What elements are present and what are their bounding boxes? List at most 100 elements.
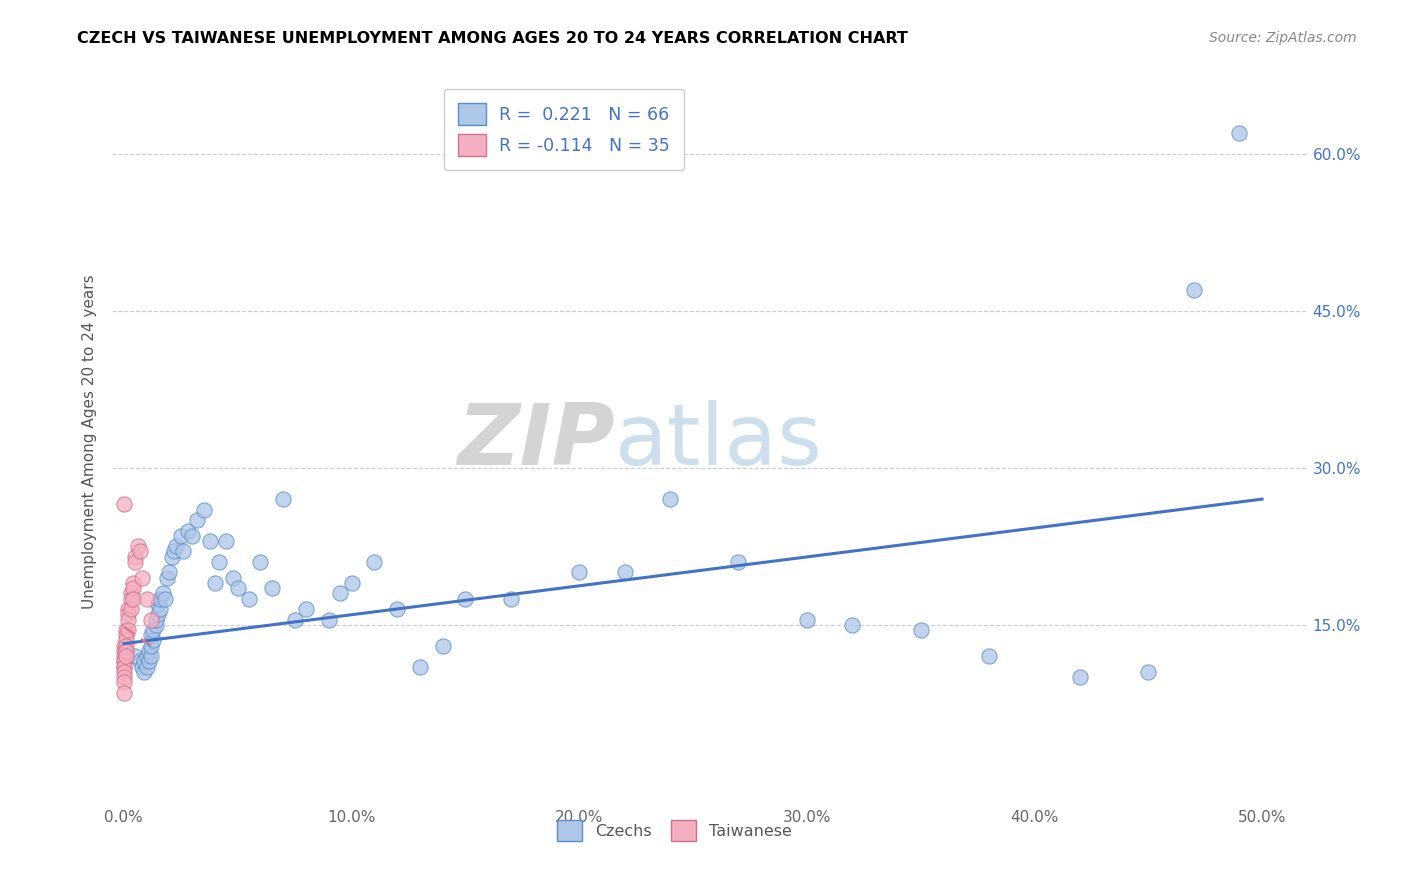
Point: [145, 613, 167, 627]
Point: [115, 623, 138, 637]
Point: [115, 639, 138, 653]
Point: [117, 602, 139, 616]
Point: [284, 613, 307, 627]
Point: [727, 555, 749, 569]
Point: [122, 591, 145, 606]
Point: [138, 655, 160, 669]
Point: [142, 623, 165, 637]
Point: [193, 502, 215, 516]
Point: [157, 566, 180, 580]
Point: [112, 655, 135, 669]
Point: [295, 602, 318, 616]
Text: ZIP: ZIP: [457, 400, 614, 483]
Point: [112, 655, 135, 669]
Point: [841, 617, 863, 632]
Point: [122, 575, 145, 590]
Point: [135, 659, 157, 673]
Point: [134, 655, 156, 669]
Point: [977, 649, 1000, 664]
Legend: Czechs, Taiwanese: Czechs, Taiwanese: [548, 813, 800, 849]
Point: [112, 686, 135, 700]
Point: [112, 665, 135, 679]
Point: [141, 628, 163, 642]
Point: [134, 665, 156, 679]
Point: [120, 602, 142, 616]
Point: [112, 497, 135, 511]
Point: [215, 534, 238, 549]
Point: [260, 581, 283, 595]
Point: [115, 633, 138, 648]
Point: [149, 602, 172, 616]
Point: [340, 575, 363, 590]
Point: [409, 659, 432, 673]
Point: [165, 539, 187, 553]
Point: [122, 581, 145, 595]
Point: [613, 566, 636, 580]
Point: [238, 591, 260, 606]
Point: [120, 586, 142, 600]
Point: [141, 639, 163, 653]
Text: Source: ZipAtlas.com: Source: ZipAtlas.com: [1209, 31, 1357, 45]
Point: [149, 591, 172, 606]
Point: [454, 591, 477, 606]
Point: [115, 644, 138, 658]
Point: [208, 555, 231, 569]
Point: [117, 613, 139, 627]
Point: [204, 575, 226, 590]
Point: [117, 607, 139, 622]
Point: [222, 571, 245, 585]
Point: [318, 613, 340, 627]
Point: [200, 534, 222, 549]
Point: [120, 591, 142, 606]
Point: [124, 649, 146, 664]
Y-axis label: Unemployment Among Ages 20 to 24 years: Unemployment Among Ages 20 to 24 years: [82, 274, 97, 609]
Point: [112, 675, 135, 690]
Point: [145, 617, 167, 632]
Point: [141, 613, 163, 627]
Point: [146, 597, 169, 611]
Point: [363, 555, 385, 569]
Point: [568, 566, 591, 580]
Point: [432, 639, 454, 653]
Point: [910, 623, 932, 637]
Point: [176, 524, 198, 538]
Point: [115, 628, 138, 642]
Point: [1182, 283, 1205, 297]
Point: [135, 649, 157, 664]
Point: [131, 659, 153, 673]
Point: [271, 492, 294, 507]
Point: [186, 513, 208, 527]
Point: [115, 649, 138, 664]
Point: [112, 670, 135, 684]
Point: [181, 529, 204, 543]
Point: [170, 529, 193, 543]
Point: [172, 544, 194, 558]
Point: [131, 571, 153, 585]
Point: [249, 555, 271, 569]
Point: [152, 586, 174, 600]
Point: [112, 639, 135, 653]
Point: [112, 659, 135, 673]
Point: [329, 586, 352, 600]
Point: [112, 649, 135, 664]
Point: [385, 602, 408, 616]
Point: [226, 581, 249, 595]
Point: [124, 549, 146, 564]
Point: [1137, 665, 1160, 679]
Point: [138, 644, 160, 658]
Point: [127, 539, 149, 553]
Point: [1069, 670, 1091, 684]
Point: [796, 613, 818, 627]
Point: [135, 591, 157, 606]
Text: CZECH VS TAIWANESE UNEMPLOYMENT AMONG AGES 20 TO 24 YEARS CORRELATION CHART: CZECH VS TAIWANESE UNEMPLOYMENT AMONG AG…: [77, 31, 908, 46]
Point: [146, 607, 169, 622]
Point: [1227, 126, 1250, 140]
Point: [160, 549, 183, 564]
Point: [112, 644, 135, 658]
Point: [141, 649, 163, 664]
Point: [124, 555, 146, 569]
Point: [659, 492, 682, 507]
Point: [499, 591, 522, 606]
Point: [153, 591, 176, 606]
Text: atlas: atlas: [614, 400, 823, 483]
